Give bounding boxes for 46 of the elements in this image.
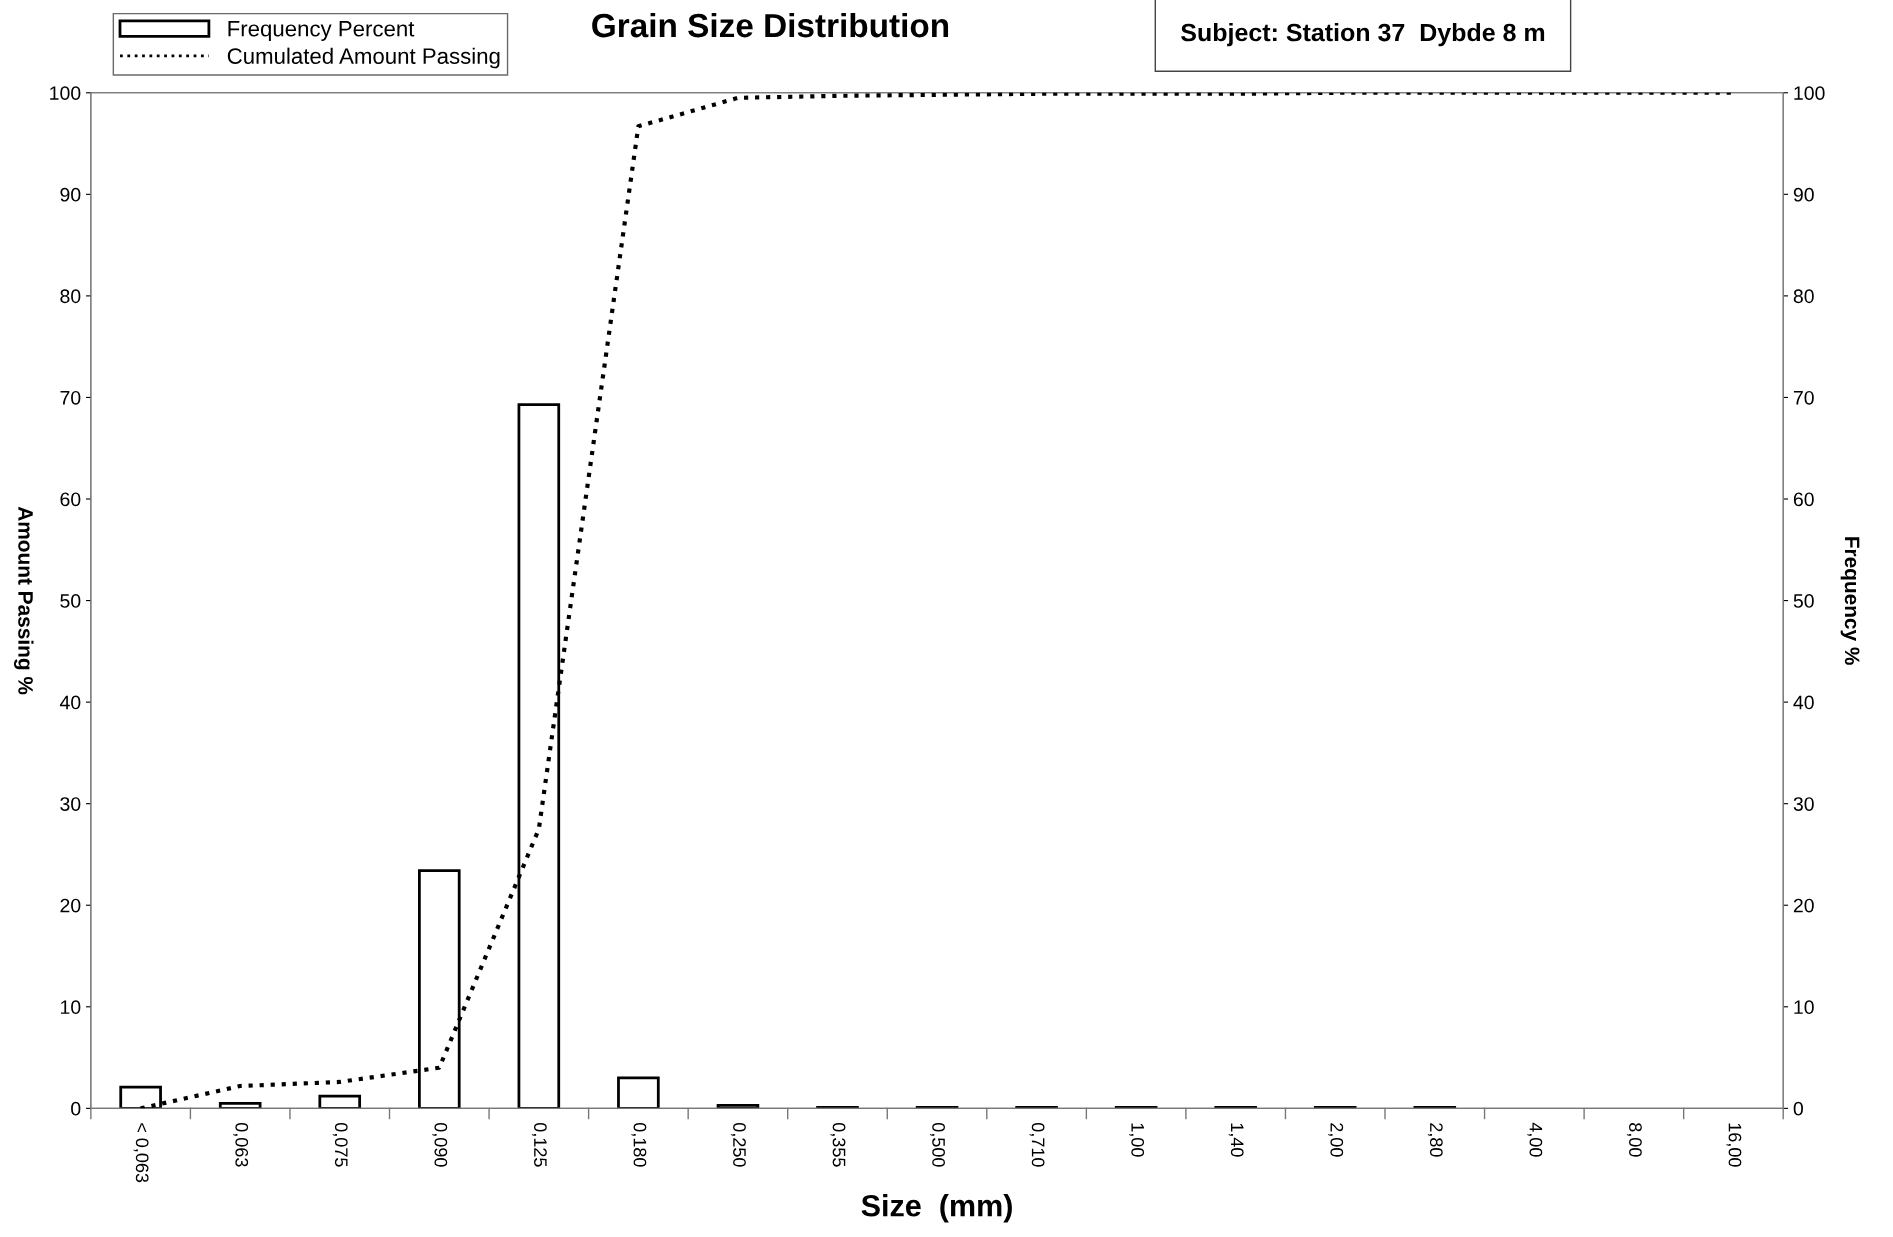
y2-tick-label: 30: [1793, 797, 1814, 811]
y2-tick-label: 90: [1793, 187, 1814, 202]
x-tick-label: 2,80: [1427, 1123, 1443, 1157]
x-tick-label: 2,00: [1328, 1123, 1344, 1157]
x-tick-label: 0,125: [531, 1122, 547, 1167]
y-tick-label: 0: [71, 1101, 81, 1116]
text: Subject: Station 37 Dybde 8 m: [1181, 22, 1545, 47]
y2-tick-label: 50: [1793, 594, 1814, 608]
y2-tick-label: 80: [1793, 289, 1814, 304]
y2-tick-label: 100: [1794, 86, 1825, 101]
x-tick-label: 0,250: [730, 1122, 746, 1167]
x-tick-label: 0,355: [830, 1122, 846, 1167]
y-tick-label: 90: [60, 187, 81, 202]
x-tick-label: < 0,063: [133, 1123, 149, 1183]
y2-tick-label: 40: [1793, 695, 1814, 710]
x-tick-label: 4,00: [1527, 1122, 1543, 1157]
x-tick-label: 0,500: [930, 1122, 945, 1167]
x-tick-label: 0,710: [1029, 1122, 1045, 1167]
x-axis-title: Size (mm): [861, 1194, 1012, 1223]
x-tick-label: 0,063: [233, 1122, 249, 1167]
y-tick-label: 40: [59, 695, 81, 710]
legend-label: Frequency Percent: [228, 21, 415, 41]
y2-tick-label: 10: [1794, 1000, 1814, 1015]
y2-tick-label: 20: [1793, 898, 1814, 913]
y-tick-label: 70: [60, 390, 81, 405]
y2-axis-title: Frequency %: [1840, 537, 1860, 665]
y-tick-label: 20: [60, 898, 81, 913]
x-tick-label: 1,00: [1129, 1123, 1145, 1157]
x-tick-label: 8,00: [1626, 1123, 1642, 1157]
x-tick-label: 0,090: [432, 1122, 448, 1167]
x-tick-label: 0,075: [332, 1122, 348, 1167]
y2-tick-label: 70: [1793, 390, 1814, 405]
y-tick-label: 60: [60, 492, 81, 507]
y-tick-label: 10: [61, 1000, 81, 1015]
y-tick-label: 50: [60, 594, 81, 608]
x-tick-label: 1,40: [1228, 1123, 1244, 1157]
x-tick-label: 16,00: [1726, 1123, 1742, 1167]
y2-tick-label: 0: [1793, 1101, 1803, 1116]
chart-title: Grain Size Distribution: [592, 12, 949, 38]
y-tick-label: 80: [60, 289, 81, 304]
y-axis-title: Amount Passing %: [13, 506, 34, 695]
y-tick-label: 100: [50, 86, 81, 101]
legend-label: Cumulated Amount Passing: [227, 47, 500, 69]
y2-tick-label: 60: [1793, 492, 1814, 507]
y-tick-label: 30: [60, 797, 81, 811]
x-tick-label: 0,180: [631, 1122, 647, 1167]
